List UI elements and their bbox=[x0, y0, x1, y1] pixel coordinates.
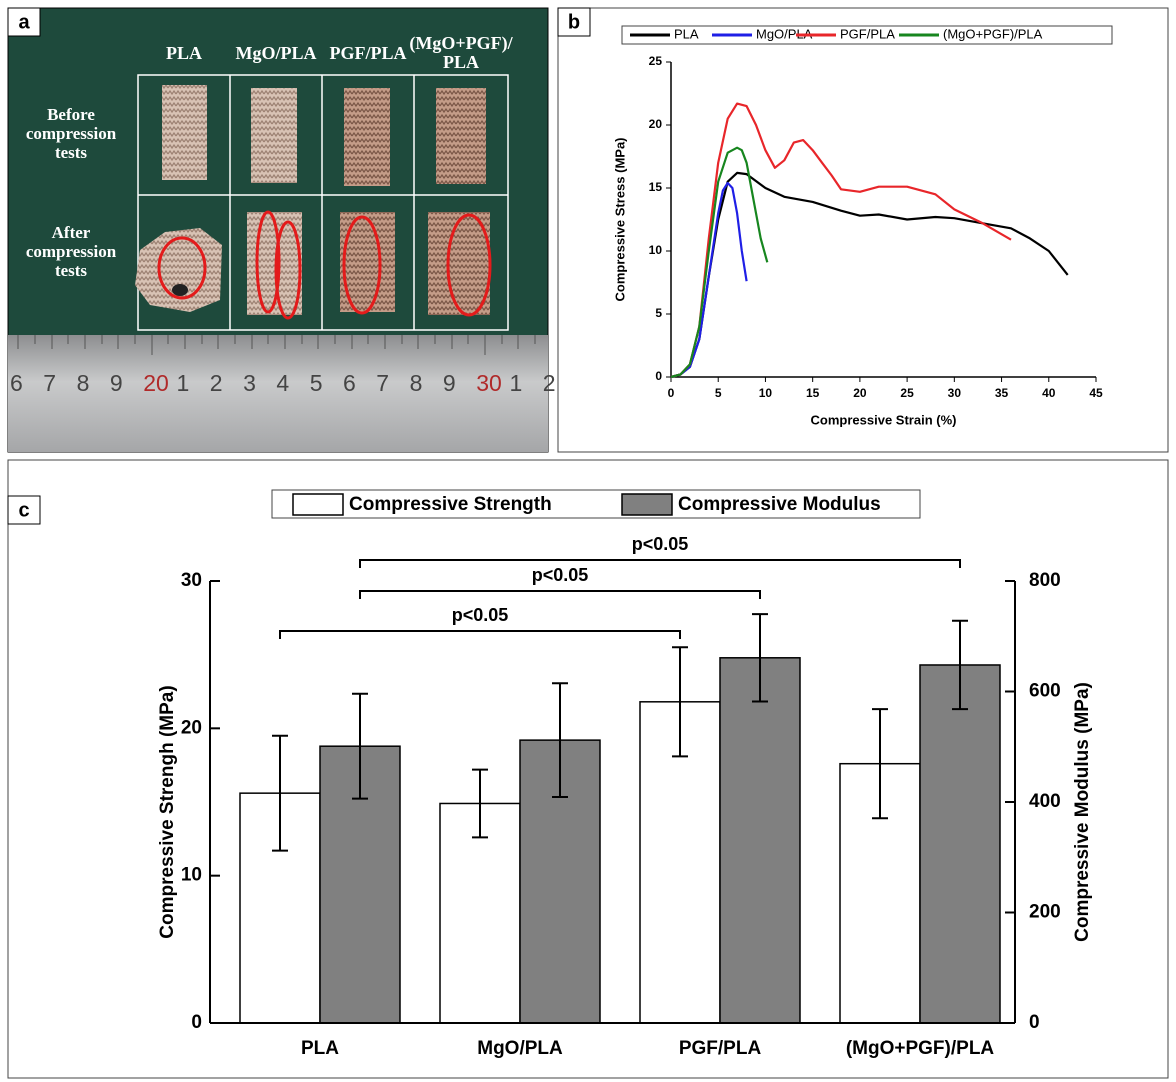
x-tick-label: 10 bbox=[759, 386, 773, 400]
panel-label: c bbox=[18, 499, 29, 521]
ruler-number: 2 bbox=[209, 370, 223, 396]
ruler bbox=[8, 335, 548, 452]
error-bar bbox=[872, 708, 888, 820]
y-tick-label: 0 bbox=[655, 369, 662, 383]
x-tick-label: 5 bbox=[715, 386, 722, 400]
bar bbox=[919, 664, 1001, 1024]
y-axis-title: Compressive Stress (MPa) bbox=[612, 137, 627, 301]
y-tick-label: 15 bbox=[649, 180, 663, 194]
ruler-number: 6 bbox=[10, 370, 23, 396]
significance-label: p<0.05 bbox=[632, 534, 689, 554]
x-tick-label: 45 bbox=[1089, 386, 1103, 400]
legend-box bbox=[271, 489, 921, 519]
column-header: PGF/PLA bbox=[329, 43, 407, 63]
ruler-number: 7 bbox=[376, 370, 390, 396]
panel-label: b bbox=[568, 11, 580, 33]
error-bar bbox=[752, 613, 768, 703]
column-header: (MgO+PGF)/ PLA bbox=[409, 33, 513, 72]
x-tick-label: 30 bbox=[948, 386, 962, 400]
x-tick-label: 40 bbox=[1042, 386, 1056, 400]
significance-bracket bbox=[279, 630, 681, 639]
panel-frame bbox=[557, 7, 1169, 453]
y2-tick-label: 600 bbox=[1029, 681, 1061, 702]
ruler-number: 1 bbox=[509, 370, 523, 396]
significance-label: p<0.05 bbox=[532, 565, 589, 585]
y-tick-label: 20 bbox=[649, 117, 663, 131]
x-tick-label: (MgO+PGF)/PLA bbox=[846, 1038, 995, 1059]
x-tick-label: 15 bbox=[806, 386, 820, 400]
bar bbox=[719, 657, 801, 1024]
ruler-number: 1 bbox=[176, 370, 190, 396]
significance-label: p<0.05 bbox=[452, 605, 509, 625]
ruler-number: 9 bbox=[109, 370, 123, 396]
error-bar bbox=[352, 692, 368, 800]
panel-label-box bbox=[557, 7, 591, 37]
ruler-number: 20 bbox=[143, 370, 169, 396]
y2-tick-label: 400 bbox=[1029, 791, 1061, 812]
row-label: Before compression tests bbox=[25, 105, 117, 162]
ruler-number: 8 bbox=[76, 370, 90, 396]
significance-bracket bbox=[359, 559, 961, 568]
data-line bbox=[670, 146, 769, 379]
bar bbox=[439, 802, 521, 1024]
column-header: PLA bbox=[166, 43, 202, 63]
x-tick-label: 0 bbox=[668, 386, 675, 400]
ruler-number: 6 bbox=[343, 370, 356, 396]
legend-swatch bbox=[621, 493, 673, 516]
ruler-number: 8 bbox=[409, 370, 423, 396]
photo-grid bbox=[137, 74, 509, 331]
error-bar bbox=[472, 768, 488, 839]
x-tick-label: 35 bbox=[995, 386, 1009, 400]
x-axis-title: Compressive Strain (%) bbox=[811, 412, 957, 427]
y-tick-label: 20 bbox=[181, 717, 202, 738]
data-line bbox=[670, 102, 1012, 379]
x-tick-label: 25 bbox=[900, 386, 914, 400]
ruler-number: 30 bbox=[476, 370, 502, 396]
ruler-number: 4 bbox=[276, 370, 290, 396]
y-tick-label: 25 bbox=[649, 54, 663, 68]
failure-marks bbox=[157, 210, 492, 320]
y-tick-label: 5 bbox=[655, 306, 662, 320]
ruler-number: 7 bbox=[43, 370, 57, 396]
x-tick-label: PGF/PLA bbox=[679, 1038, 762, 1059]
ruler-number: 3 bbox=[243, 370, 256, 396]
y-axis-title: Compressive Strengh (MPa) bbox=[157, 685, 178, 938]
panel-label: a bbox=[18, 11, 30, 33]
y2-axis-title: Compressive Modulus (MPa) bbox=[1072, 682, 1093, 942]
ruler-number: 5 bbox=[309, 370, 323, 396]
ruler-number: 2 bbox=[542, 370, 556, 396]
x-tick-label: MgO/PLA bbox=[477, 1038, 563, 1059]
y2-tick-label: 0 bbox=[1029, 1012, 1040, 1033]
ruler-number: 9 bbox=[442, 370, 456, 396]
y-tick-label: 10 bbox=[181, 865, 202, 886]
y2-tick-label: 200 bbox=[1029, 902, 1061, 923]
x-tick-label: PLA bbox=[301, 1038, 339, 1059]
data-line bbox=[670, 181, 748, 379]
legend-label: PGF/PLA bbox=[840, 26, 895, 41]
panel-label-box bbox=[7, 7, 41, 37]
error-bar bbox=[952, 619, 968, 711]
column-header: MgO/PLA bbox=[235, 43, 317, 63]
legend-swatch bbox=[292, 493, 344, 516]
legend-label: Compressive Modulus bbox=[678, 494, 881, 515]
y-tick-label: 10 bbox=[649, 243, 663, 257]
panel-label-box bbox=[7, 495, 41, 525]
legend-label: PLA bbox=[674, 26, 699, 41]
error-bar bbox=[272, 734, 288, 852]
y2-tick-label: 800 bbox=[1029, 570, 1061, 591]
y-tick-label: 30 bbox=[181, 570, 202, 591]
row-label: After compression tests bbox=[25, 223, 117, 280]
ruler-ticks bbox=[17, 335, 536, 355]
significance-bracket bbox=[359, 590, 761, 599]
x-tick-label: 20 bbox=[853, 386, 867, 400]
legend-label: (MgO+PGF)/PLA bbox=[943, 26, 1043, 41]
legend-label: MgO/PLA bbox=[756, 26, 813, 41]
error-bar bbox=[672, 646, 688, 758]
legend-label: Compressive Strength bbox=[349, 494, 552, 515]
legend-box bbox=[621, 25, 1113, 45]
error-bar bbox=[552, 682, 568, 799]
y-tick-label: 0 bbox=[191, 1012, 202, 1033]
